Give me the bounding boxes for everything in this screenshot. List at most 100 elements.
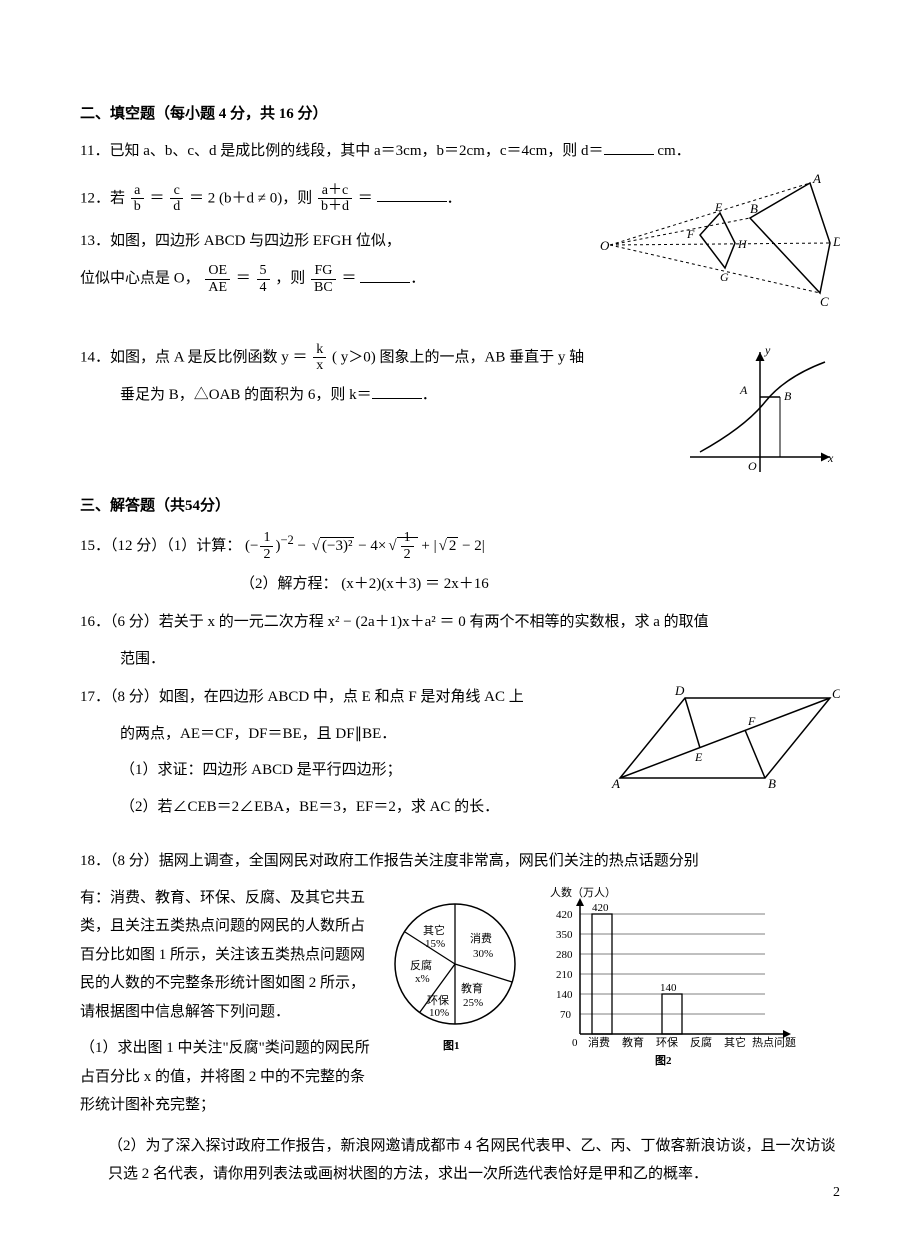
svg-text:教育: 教育 (461, 981, 483, 995)
q13-figure: O E F G H A B C D (590, 173, 840, 334)
q13-l2a: 位似中心点是 O， (80, 271, 200, 287)
question-13-line1: 13．如图，四边形 ABCD 与四边形 EFGH 位似， (80, 227, 590, 256)
svg-text:G: G (720, 270, 729, 284)
question-14-line1: 14．如图，点 A 是反比例函数 y ＝ kx ( y＞0) 图象上的一点，AB… (80, 342, 670, 374)
question-13-line2: 位似中心点是 O， OEAE ＝ 54 ，则 FGBC ＝ ． (80, 263, 590, 295)
q13-frac-54: 54 (257, 263, 270, 295)
svg-text:消费: 消费 (588, 1035, 610, 1049)
q14-blank (372, 383, 422, 399)
question-12: 12．若 ab ＝ cd ＝ 2 (b＋d ≠ 0)，则 a＋cb＋d ＝ ． (80, 183, 590, 215)
svg-text:140: 140 (660, 982, 677, 994)
question-17-line1: 17．（8 分）如图，在四边形 ABCD 中，点 E 和点 F 是对角线 AC … (80, 683, 610, 712)
q13-blank (360, 267, 410, 283)
q13-l2c: ＝ (341, 271, 360, 287)
question-17-part2: （2）若∠CEB＝2∠EBA，BE＝3，EF＝2，求 AC 的长． (80, 793, 610, 822)
svg-text:280: 280 (556, 949, 573, 961)
q18-part2: （2）为了深入探讨政府工作报告，新浪网邀请成都市 4 名网民代表甲、乙、丙、丁做… (80, 1132, 840, 1189)
question-16: 16．（6 分）若关于 x 的一元二次方程 x² − (2a＋1)x＋a² ＝ … (80, 608, 840, 637)
q14-l1a: 14．如图，点 A 是反比例函数 y ＝ (80, 349, 311, 365)
q12-period: ． (447, 190, 462, 206)
q14-frac-kx: kx (313, 342, 326, 374)
section-3-heading: 三、解答题（共54分） (80, 492, 840, 521)
svg-text:图1: 图1 (443, 1039, 460, 1052)
section-2-heading: 二、填空题（每小题 4 分，共 16 分） (80, 100, 840, 129)
svg-text:D: D (674, 683, 685, 698)
svg-text:消费: 消费 (470, 931, 492, 945)
q15-expr: (−12)−2 − (−3)² − 4×12 + |2 − 2| (245, 538, 485, 554)
svg-text:B: B (768, 776, 776, 791)
q12-frac-ab: ab (131, 183, 144, 215)
q18-bar-figure: 人数（万人） 70 140 210 280 (540, 884, 800, 1080)
svg-text:0: 0 (572, 1037, 578, 1049)
svg-text:其它: 其它 (724, 1035, 746, 1049)
question-15-part2: （2）解方程： (x＋2)(x＋3) ＝ 2x＋16 (80, 570, 840, 599)
q13-period: ． (410, 271, 425, 287)
svg-text:y: y (764, 343, 771, 357)
svg-text:反腐: 反腐 (690, 1035, 712, 1049)
q17-row: 17．（8 分）如图，在四边形 ABCD 中，点 E 和点 F 是对角线 AC … (80, 683, 840, 829)
question-17-part1: （1）求证：四边形 ABCD 是平行四边形； (80, 756, 610, 785)
svg-text:140: 140 (556, 989, 573, 1001)
question-15-part1: 15．（12 分）（1）计算： (−12)−2 − (−3)² − 4×12 +… (80, 529, 840, 562)
svg-text:其它: 其它 (423, 923, 445, 937)
svg-text:x%: x% (415, 973, 430, 985)
svg-text:x: x (827, 451, 834, 465)
q18-para: 有：消费、教育、环保、反腐、及其它共五类，且关注五类热点问题的网民的人数所占百分… (80, 884, 370, 1027)
q13-l2b: ，则 (275, 271, 309, 287)
svg-text:C: C (832, 686, 840, 701)
q12-frac-cd: cd (170, 183, 183, 215)
q13-frac-oeae: OEAE (205, 263, 230, 295)
svg-text:25%: 25% (463, 997, 483, 1009)
svg-text:420: 420 (556, 909, 573, 921)
page-number: 2 (833, 1180, 840, 1207)
q14-figure: O x y A B (670, 342, 840, 493)
q13-frac-fgbc: FGBC (311, 263, 336, 295)
q11-unit: cm． (654, 143, 691, 159)
svg-text:教育: 教育 (622, 1035, 644, 1049)
q15-p2-prefix: （2）解方程： (240, 576, 338, 592)
q12-q13-row: 12．若 ab ＝ cd ＝ 2 (b＋d ≠ 0)，则 a＋cb＋d ＝ ． … (80, 173, 840, 334)
q14-l2a: 垂足为 B，△OAB 的面积为 6，则 k＝ (120, 387, 372, 403)
q12-blank (377, 186, 447, 202)
svg-text:热点问题: 热点问题 (752, 1036, 796, 1049)
svg-text:A: A (739, 383, 748, 397)
svg-text:F: F (686, 227, 695, 241)
question-18-line1: 18．（8 分）据网上调查，全国网民对政府工作报告关注度非常高，网民们关注的热点… (80, 847, 840, 876)
q15-prefix: 15．（12 分）（1）计算： (80, 538, 241, 554)
svg-text:反腐: 反腐 (410, 958, 432, 972)
svg-text:E: E (694, 750, 703, 764)
q18-content-row: 有：消费、教育、环保、反腐、及其它共五类，且关注五类热点问题的网民的人数所占百分… (80, 884, 840, 1128)
svg-text:人数（万人）: 人数（万人） (550, 886, 616, 899)
q17-figure: A B C D E F (610, 683, 840, 804)
svg-text:B: B (750, 201, 758, 216)
q18-pie-figure: 消费 30% 教育 25% 环保 10% 反腐 x% 其它 15% 图1 (375, 884, 535, 1065)
svg-text:O: O (600, 238, 610, 253)
svg-text:E: E (714, 200, 723, 214)
q12-prefix: 12．若 (80, 190, 129, 206)
q11-blank (604, 139, 654, 155)
svg-text:C: C (820, 294, 829, 309)
q14-row: 14．如图，点 A 是反比例函数 y ＝ kx ( y＞0) 图象上的一点，AB… (80, 342, 840, 493)
svg-text:10%: 10% (429, 1007, 449, 1019)
q15-p2-eq: (x＋2)(x＋3) ＝ 2x＋16 (341, 576, 488, 592)
svg-text:A: A (611, 776, 620, 791)
q11-text: 11．已知 a、b、c、d 是成比例的线段，其中 a＝3cm，b＝2cm，c＝4… (80, 143, 604, 159)
question-11: 11．已知 a、b、c、d 是成比例的线段，其中 a＝3cm，b＝2cm，c＝4… (80, 137, 840, 166)
svg-text:F: F (747, 714, 756, 728)
svg-text:30%: 30% (473, 948, 493, 960)
q12-eq: ＝ (358, 190, 377, 206)
svg-text:350: 350 (556, 929, 573, 941)
question-17-line2: 的两点，AE＝CF，DF＝BE，且 DF∥BE． (80, 720, 610, 749)
svg-text:70: 70 (560, 1009, 572, 1021)
svg-text:图2: 图2 (655, 1054, 672, 1067)
q18-part1: （1）求出图 1 中关注"反腐"类问题的网民所占百分比 x 的值，并将图 2 中… (80, 1034, 370, 1120)
question-16-cont: 范围． (80, 645, 840, 674)
svg-text:环保: 环保 (427, 993, 449, 1007)
svg-text:环保: 环保 (656, 1035, 678, 1049)
svg-text:H: H (737, 237, 748, 251)
q14-period: ． (422, 387, 437, 403)
svg-text:B: B (784, 389, 792, 403)
exam-page: 二、填空题（每小题 4 分，共 16 分） 11．已知 a、b、c、d 是成比例… (0, 0, 920, 1237)
svg-text:15%: 15% (425, 938, 445, 950)
q12-frac-sum: a＋cb＋d (318, 183, 352, 215)
